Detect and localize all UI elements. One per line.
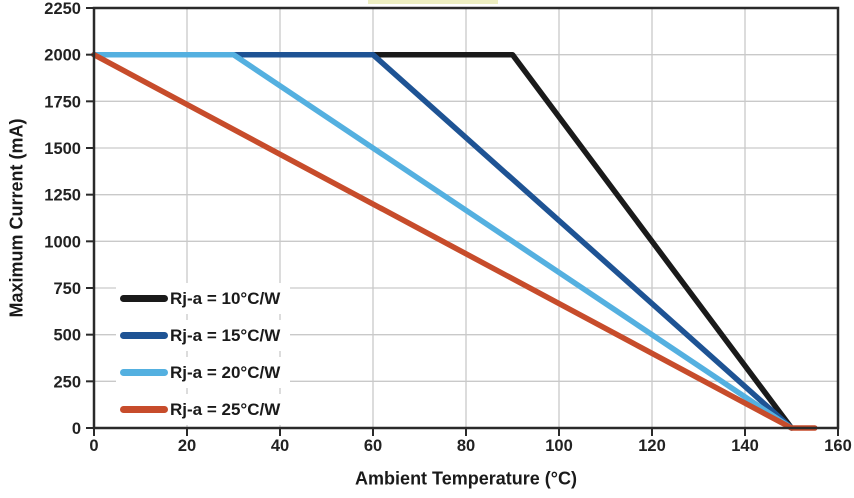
- legend-label-rja-15: Rj-a = 15°C/W: [170, 325, 281, 345]
- legend-item-rja-25: Rj-a = 25°C/W: [116, 394, 291, 425]
- legend-label-rja-20: Rj-a = 20°C/W: [170, 362, 281, 382]
- top-highlight-fragment: [368, 0, 498, 4]
- legend-swatch-rja-10: [120, 295, 168, 302]
- svg-text:80: 80: [457, 437, 475, 455]
- legend-label-rja-10: Rj-a = 10°C/W: [170, 288, 281, 308]
- svg-text:1500: 1500: [44, 140, 81, 158]
- svg-text:2250: 2250: [44, 0, 81, 18]
- legend-item-rja-20: Rj-a = 20°C/W: [116, 357, 291, 388]
- legend-item-rja-10: Rj-a = 10°C/W: [116, 283, 291, 314]
- tick-labels-layer: 0 20 40 60 80 100 120 140 160 0 250 500 750 1000 1250 1…: [44, 0, 851, 455]
- svg-text:20: 20: [178, 437, 196, 455]
- svg-text:1000: 1000: [44, 233, 81, 251]
- y-axis-title: Maximum Current (mA): [6, 118, 27, 318]
- svg-text:60: 60: [364, 437, 382, 455]
- svg-text:40: 40: [271, 437, 289, 455]
- svg-text:500: 500: [53, 327, 81, 345]
- svg-text:750: 750: [53, 280, 81, 298]
- legend-swatch-rja-25: [120, 406, 168, 413]
- x-axis-title: Ambient Temperature (°C): [355, 468, 577, 489]
- svg-text:250: 250: [53, 373, 81, 391]
- svg-text:100: 100: [545, 437, 573, 455]
- svg-text:1750: 1750: [44, 93, 81, 111]
- svg-text:2000: 2000: [44, 47, 81, 65]
- legend-swatch-rja-15: [120, 332, 168, 339]
- svg-text:120: 120: [638, 437, 666, 455]
- gridlines-layer: [94, 8, 838, 428]
- svg-text:0: 0: [72, 420, 81, 438]
- tick-marks-layer: [86, 7, 839, 436]
- legend-label-rja-25: Rj-a = 25°C/W: [170, 399, 281, 419]
- svg-text:0: 0: [89, 437, 98, 455]
- legend: Rj-a = 10°C/W Rj-a = 15°C/W Rj-a = 20°C/…: [116, 283, 291, 431]
- svg-text:1250: 1250: [44, 187, 81, 205]
- legend-swatch-rja-20: [120, 369, 168, 376]
- legend-item-rja-15: Rj-a = 15°C/W: [116, 320, 291, 351]
- svg-text:160: 160: [824, 437, 852, 455]
- svg-text:140: 140: [731, 437, 759, 455]
